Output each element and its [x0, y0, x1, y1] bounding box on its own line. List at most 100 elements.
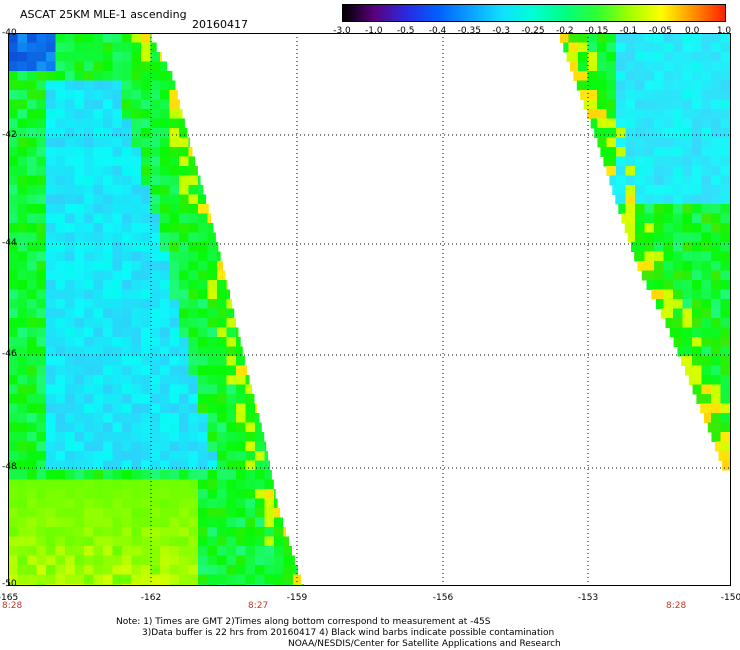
- left-swath-cell: [84, 413, 94, 423]
- left-swath-cell: [36, 156, 46, 167]
- left-swath-cell: [103, 308, 113, 319]
- right-swath-cell: [597, 137, 607, 148]
- right-swath-cell: [682, 232, 693, 243]
- left-swath-cell: [84, 422, 94, 433]
- right-swath-cell: [566, 52, 569, 62]
- left-swath-cell: [112, 498, 122, 509]
- right-swath-cell: [597, 52, 607, 62]
- left-swath-cell: [226, 451, 236, 461]
- right-swath-cell: [711, 118, 721, 129]
- left-swath-cell: [245, 394, 255, 404]
- left-swath-cell: [55, 185, 65, 195]
- colorbar-label: -0.15: [585, 26, 609, 36]
- left-swath-cell: [112, 289, 122, 300]
- right-swath-cell: [692, 223, 702, 233]
- right-swath-cell: [606, 147, 617, 157]
- left-swath-cell: [46, 137, 56, 148]
- left-swath-cell: [46, 109, 56, 119]
- right-swath-cell: [625, 118, 636, 129]
- left-swath-cell: [160, 346, 170, 357]
- right-swath-cell: [616, 80, 626, 91]
- right-swath-cell: [663, 99, 674, 110]
- right-swath-cell: [654, 232, 664, 243]
- right-swath-cell: [654, 213, 664, 224]
- right-swath-cell: [634, 251, 636, 262]
- left-swath-cell: [160, 517, 170, 528]
- right-swath-cell: [701, 270, 712, 281]
- left-swath-cell: [283, 555, 293, 566]
- left-swath-cell: [93, 498, 103, 509]
- left-swath-cell: [188, 536, 198, 547]
- left-swath-cell: [27, 80, 37, 91]
- left-swath-cell: [150, 194, 160, 205]
- left-swath-cell: [74, 71, 84, 81]
- left-swath-cell: [103, 346, 113, 357]
- left-swath-cell: [236, 346, 243, 357]
- left-swath-cell: [131, 280, 141, 290]
- left-swath-cell: [8, 318, 18, 328]
- left-swath-cell: [55, 61, 65, 72]
- left-swath-cell: [55, 33, 65, 43]
- left-swath-cell: [160, 242, 170, 252]
- left-swath-cell: [160, 498, 170, 509]
- right-swath-cell: [720, 337, 731, 347]
- right-swath-cell: [682, 147, 693, 157]
- left-swath-cell: [93, 432, 103, 442]
- left-swath-cell: [84, 460, 94, 471]
- left-swath-cell: [141, 413, 151, 423]
- left-swath-cell: [17, 118, 27, 129]
- left-swath-cell: [8, 489, 18, 499]
- right-swath-cell: [625, 90, 636, 100]
- left-swath-cell: [55, 470, 65, 480]
- right-swath-cell: [700, 403, 702, 414]
- left-swath-cell: [207, 555, 217, 566]
- left-swath-cell: [150, 204, 160, 214]
- left-swath-cell: [198, 536, 208, 547]
- right-swath-cell: [720, 61, 731, 72]
- left-swath-cell: [160, 251, 170, 262]
- left-swath-cell: [65, 128, 75, 138]
- left-swath-cell: [65, 574, 75, 585]
- right-swath-cell: [616, 175, 626, 186]
- right-swath-cell: [644, 42, 655, 53]
- left-swath-cell: [160, 479, 170, 490]
- left-swath-cell: [46, 384, 56, 395]
- left-swath-cell: [112, 375, 122, 385]
- left-swath-cell: [46, 232, 56, 243]
- right-swath-cell: [625, 156, 636, 167]
- left-swath-cell: [160, 261, 170, 271]
- left-swath-cell: [17, 555, 27, 566]
- right-swath-cell: [654, 128, 664, 138]
- left-swath-cell: [17, 204, 27, 214]
- right-swath-cell: [606, 128, 617, 138]
- left-swath-cell: [112, 99, 122, 110]
- right-swath-cell: [597, 80, 607, 91]
- left-swath-cell: [160, 432, 170, 442]
- right-swath-cell: [663, 194, 674, 205]
- right-swath-cell: [597, 90, 607, 100]
- left-swath-cell: [236, 394, 246, 404]
- left-swath-cell: [141, 327, 151, 338]
- left-swath-cell: [65, 80, 75, 91]
- left-swath-cell: [179, 99, 181, 110]
- left-swath-cell: [188, 194, 198, 205]
- left-swath-cell: [65, 261, 75, 271]
- left-swath-cell: [17, 185, 27, 195]
- left-swath-cell: [84, 261, 94, 271]
- left-swath-cell: [198, 508, 208, 518]
- colorbar-label: -0.3: [492, 26, 510, 36]
- right-swath-cell: [692, 356, 702, 366]
- left-swath-cell: [112, 308, 122, 319]
- right-swath-cell: [578, 61, 588, 72]
- left-swath-cell: [169, 280, 179, 290]
- right-swath-cell: [587, 109, 598, 119]
- left-swath-cell: [141, 517, 151, 528]
- left-swath-cell: [169, 470, 179, 480]
- left-swath-cell: [236, 337, 241, 347]
- left-swath-cell: [36, 489, 46, 499]
- left-swath-cell: [27, 42, 37, 53]
- right-swath-cell: [616, 52, 626, 62]
- right-swath-cell: [625, 137, 636, 148]
- left-swath-cell: [188, 489, 198, 499]
- left-swath-cell: [188, 565, 198, 575]
